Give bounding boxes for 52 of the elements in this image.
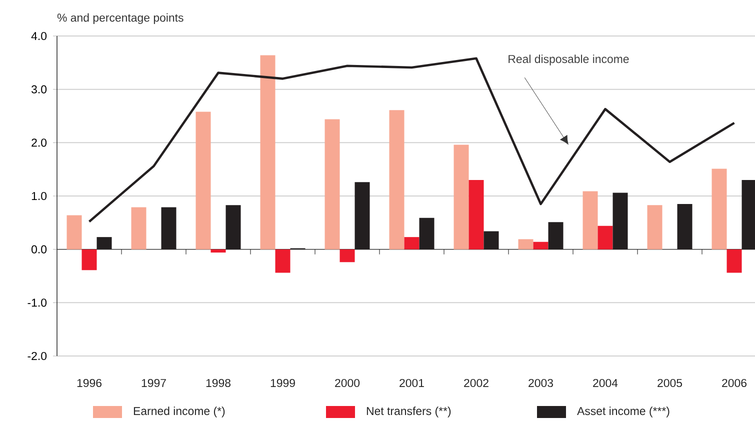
legend-label: Asset income (***) — [577, 406, 670, 418]
bar — [324, 119, 340, 250]
y-tick-label: 2.0 — [32, 138, 47, 147]
bar — [226, 205, 241, 250]
y-tick-label: 0.0 — [32, 245, 47, 254]
x-tick-label: 2002 — [464, 378, 488, 388]
x-tick-label: 2000 — [335, 378, 360, 388]
bar — [131, 207, 146, 250]
x-tick-label: 1999 — [270, 378, 295, 388]
bar — [582, 191, 598, 250]
legend-label: Earned income (*) — [134, 406, 225, 418]
y-tick-label: 4.0 — [31, 32, 47, 40]
y-axis-title: % and percentage points — [57, 13, 184, 24]
bar — [260, 55, 276, 250]
bar — [96, 237, 112, 250]
bar — [598, 226, 613, 250]
bar — [548, 222, 564, 250]
bar — [82, 249, 97, 270]
y-tick-label: 3.0 — [32, 85, 47, 94]
bar — [612, 192, 628, 250]
legend-label: Net transfers (**) — [366, 406, 451, 418]
x-tick-label: 1996 — [77, 378, 102, 388]
bar — [726, 249, 742, 273]
bar — [484, 231, 499, 250]
x-tick-label: 2003 — [528, 378, 553, 388]
bar — [161, 207, 176, 250]
y-tick-label: 1.0 — [32, 192, 47, 200]
text: Real disposable income — [508, 54, 629, 66]
bar — [677, 204, 692, 250]
bar — [389, 110, 404, 250]
bar — [712, 168, 727, 250]
y-tick-label: -2.0 — [28, 352, 47, 360]
bar — [354, 182, 370, 250]
bar — [468, 180, 484, 250]
bar — [419, 218, 434, 250]
x-tick-label: 1997 — [142, 378, 166, 388]
bar — [454, 144, 469, 250]
x-tick-label: 2006 — [722, 378, 746, 388]
x-tick-label: 2005 — [658, 378, 682, 388]
x-tick-label: 1998 — [206, 378, 230, 388]
bar — [66, 215, 82, 250]
bar — [533, 242, 548, 250]
x-tick-label: 2004 — [593, 378, 618, 388]
bar — [404, 237, 420, 250]
bar — [340, 249, 355, 262]
bar — [196, 112, 211, 250]
y-tick-label: -1.0 — [28, 298, 47, 307]
bar — [647, 205, 662, 250]
x-tick-label: 2001 — [400, 378, 424, 388]
bar — [275, 249, 290, 273]
bar — [518, 239, 534, 250]
bar — [210, 249, 226, 253]
